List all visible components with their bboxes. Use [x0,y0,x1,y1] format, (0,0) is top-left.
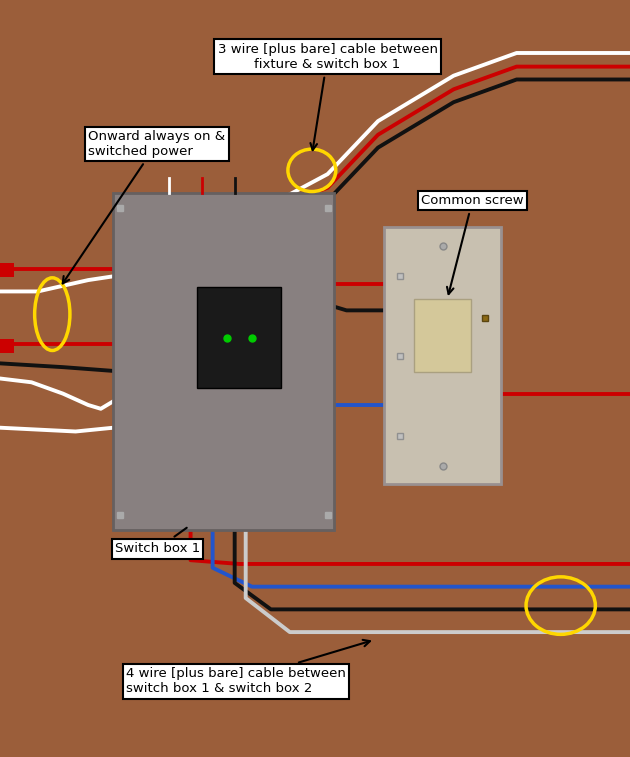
Text: 4 wire [plus bare] cable between
switch box 1 & switch box 2: 4 wire [plus bare] cable between switch … [126,640,370,695]
Text: 3 wire [plus bare] cable between
fixture & switch box 1: 3 wire [plus bare] cable between fixture… [217,43,438,150]
Text: Common screw: Common screw [421,194,524,294]
Text: Onward always on &
switched power: Onward always on & switched power [63,130,226,283]
FancyBboxPatch shape [384,227,501,484]
FancyBboxPatch shape [414,299,471,372]
FancyBboxPatch shape [113,193,334,530]
FancyBboxPatch shape [197,288,281,388]
FancyBboxPatch shape [0,263,14,277]
Text: Switch box 1: Switch box 1 [115,528,200,556]
FancyBboxPatch shape [0,339,14,353]
